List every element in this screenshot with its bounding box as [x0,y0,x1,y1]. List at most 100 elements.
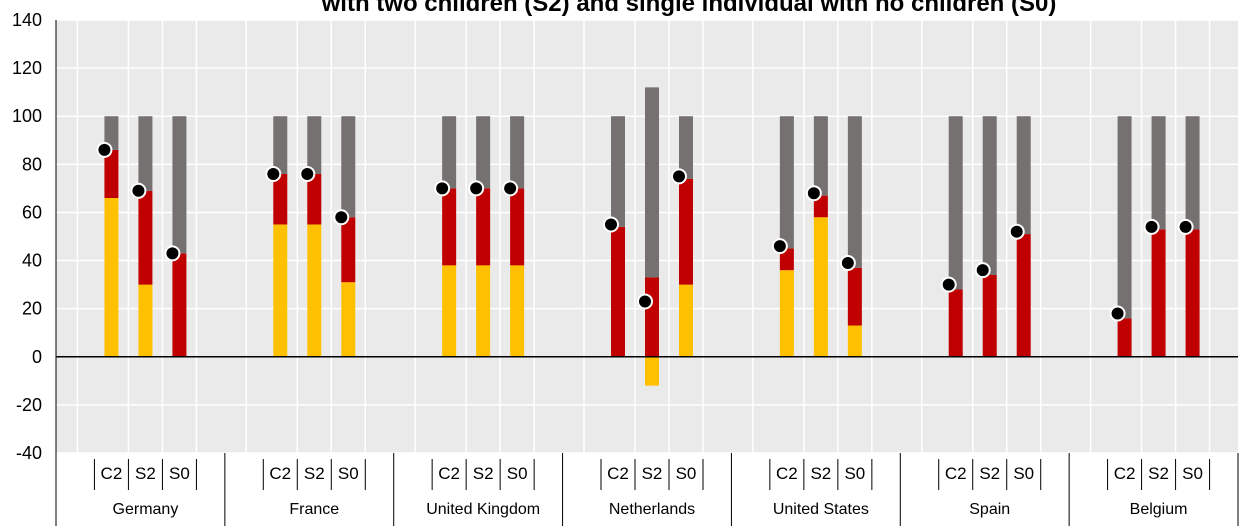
data-point-marker [974,262,991,279]
data-point-marker [333,209,350,226]
bar-red-segment [476,188,491,266]
y-tick-label: 100 [12,106,42,126]
x-subcategory-label: C2 [269,464,291,483]
bar-gray-segment [172,116,187,254]
bar-gray-segment [273,116,288,174]
bar-gray-segment [847,116,862,268]
bar-gray-segment [982,116,997,275]
data-point-marker [671,168,687,185]
y-tick-label: 120 [12,58,42,78]
bar-gray-segment [611,116,625,227]
x-subcategory-label: S0 [338,464,359,483]
x-category-label: Netherlands [609,501,695,518]
bar-yellow-segment [779,270,794,357]
y-tick-label: 140 [12,10,42,30]
bar-gray-segment [104,116,119,150]
bar-gray-segment [442,116,457,189]
bar-gray-segment [476,116,491,189]
bar-yellow-segment [476,265,491,357]
data-point-marker [805,185,822,202]
bar-yellow-segment [442,265,457,357]
chart-title: with two children (S2) and single indivi… [321,0,1057,17]
bar-yellow-segment [138,284,153,357]
bar-red-segment [172,253,187,357]
bar-yellow-segment [813,217,828,357]
x-subcategory-label: S0 [676,464,697,483]
x-subcategory-label: C2 [438,464,460,483]
data-point-marker [839,254,856,271]
data-point-marker [502,180,519,197]
bar-red-segment [104,149,119,199]
x-category-label: Spain [969,501,1010,518]
data-point-marker [637,293,653,310]
x-subcategory-label: C2 [945,464,967,483]
bar-yellow-segment [307,224,322,357]
bar-yellow-segment [847,325,862,357]
data-point-marker [940,276,957,293]
bar-yellow-segment [679,284,693,357]
x-subcategory-label: S2 [135,464,156,483]
bar-red-segment [1117,318,1132,357]
x-subcategory-label: S0 [507,464,528,483]
x-subcategory-label: S2 [1148,464,1169,483]
bar-red-segment [442,188,457,266]
x-subcategory-label: C2 [101,464,123,483]
bar-gray-segment [1151,116,1166,230]
bar-yellow-segment [341,282,356,357]
bar-gray-segment [645,87,659,278]
data-point-marker [265,165,282,182]
data-point-marker [1109,305,1126,322]
bar-gray-segment [948,116,963,290]
data-point-marker [299,165,316,182]
bar-red-segment [948,289,963,357]
bar-gray-segment [1185,116,1200,230]
data-point-marker [130,182,147,199]
bar-red-segment [847,267,862,326]
x-subcategory-label: C2 [607,464,629,483]
data-point-marker [603,216,619,233]
bar-yellow-segment [645,356,659,386]
y-tick-label: 60 [22,202,42,222]
data-point-marker [468,180,485,197]
bar-red-segment [307,173,322,225]
data-point-marker [434,180,451,197]
x-subcategory-label: S2 [810,464,831,483]
x-subcategory-label: C2 [1114,464,1136,483]
x-subcategory-label: S2 [979,464,1000,483]
bar-gray-segment [1117,116,1132,319]
y-tick-label: 40 [22,251,42,271]
x-subcategory-label: S0 [1182,464,1203,483]
bar-red-segment [611,226,625,357]
y-tick-label: 20 [22,299,42,319]
data-point-marker [1008,223,1025,240]
bar-red-segment [510,188,525,266]
y-tick-label: 80 [22,154,42,174]
x-subcategory-label: S2 [304,464,325,483]
data-point-marker [771,238,788,255]
data-point-marker [96,141,113,158]
bar-red-segment [1151,229,1166,357]
x-subcategory-label: S0 [1013,464,1034,483]
bar-gray-segment [138,116,153,191]
data-point-marker [164,245,181,262]
bar-red-segment [273,173,288,225]
bar-red-segment [1016,234,1031,357]
x-subcategory-label: S0 [169,464,190,483]
bar-yellow-segment [273,224,288,357]
bar-gray-segment [1016,116,1031,235]
x-subcategory-label: S0 [844,464,865,483]
data-point-marker [1143,218,1160,235]
bar-gray-segment [307,116,322,174]
x-subcategory-label: C2 [776,464,798,483]
bar-red-segment [341,217,356,283]
bar-red-segment [1185,229,1200,357]
x-subcategory-label: S2 [473,464,494,483]
bar-red-segment [813,195,828,218]
bar-gray-segment [341,116,356,218]
y-tick-label: -20 [16,395,42,415]
x-category-label: Germany [113,501,179,518]
x-category-label: Belgium [1130,501,1188,518]
bar-gray-segment [679,116,693,179]
bar-yellow-segment [510,265,525,357]
